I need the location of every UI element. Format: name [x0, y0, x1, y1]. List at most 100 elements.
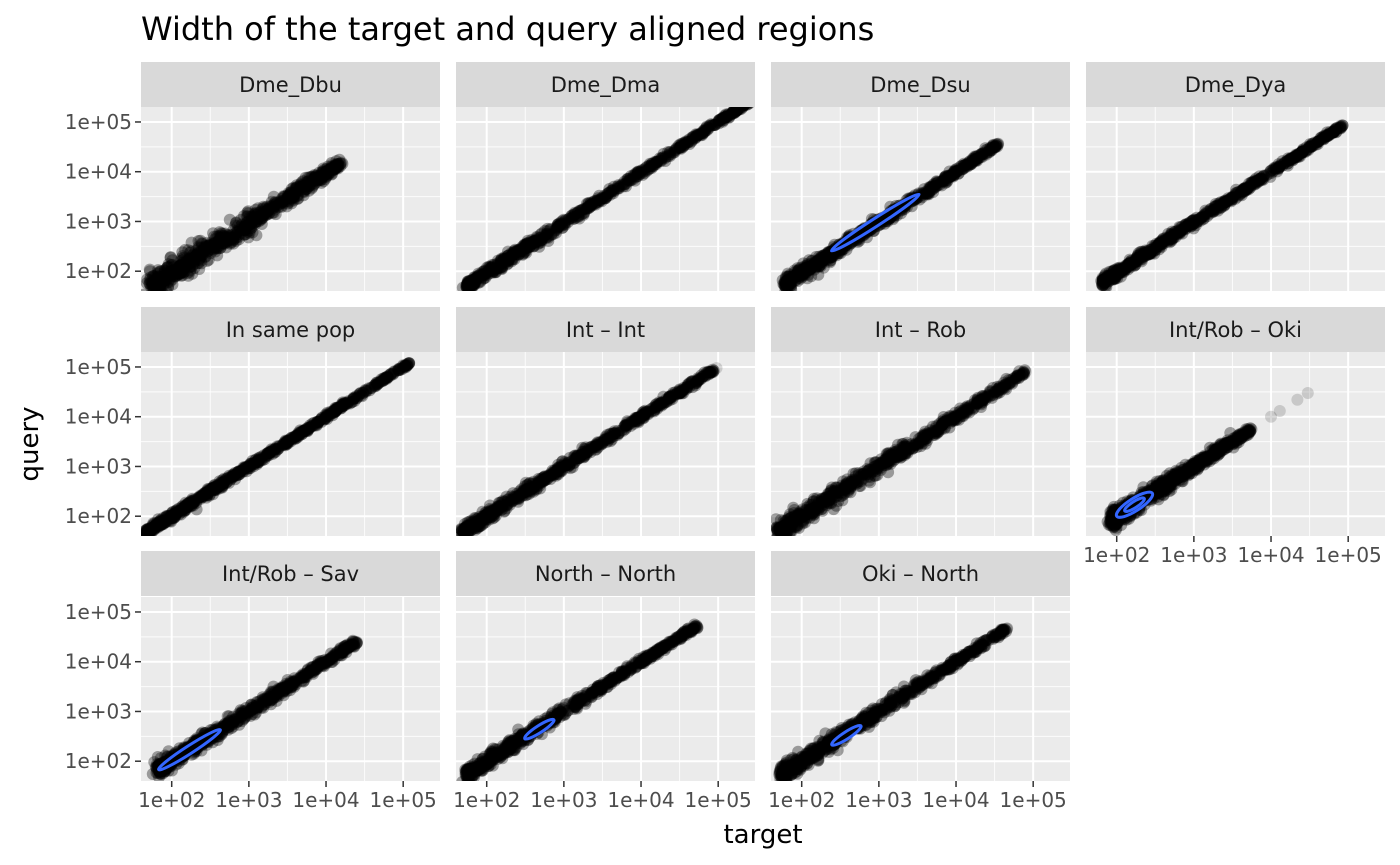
scatter-point — [685, 135, 698, 148]
scatter-point — [791, 269, 804, 282]
scatter-point — [924, 184, 937, 197]
scatter-point — [291, 189, 304, 202]
scatter-point — [1212, 199, 1225, 212]
scatter-point — [933, 423, 946, 436]
scatter-point — [795, 266, 808, 279]
scatter-point — [925, 181, 938, 193]
scatter-point — [465, 514, 478, 527]
scatter-point — [1120, 261, 1133, 274]
scatter-point — [1286, 153, 1299, 166]
scatter-point — [1243, 177, 1256, 190]
scatter-point — [315, 166, 328, 179]
scatter-point — [814, 500, 827, 513]
scatter-point — [519, 489, 532, 502]
scatter-point — [372, 376, 385, 389]
scatter-point — [475, 513, 488, 526]
scatter-point — [603, 186, 616, 199]
scatter-point — [833, 487, 846, 499]
scatter-point — [559, 218, 572, 231]
scatter-point — [989, 141, 1002, 153]
scatter-point — [479, 509, 492, 522]
scatter-point — [355, 389, 368, 402]
scatter-point — [201, 245, 214, 258]
scatter-point — [153, 519, 166, 532]
scatter-point — [145, 279, 158, 291]
scatter-point — [812, 501, 825, 514]
scatter-point — [845, 475, 858, 488]
scatter-point — [589, 443, 602, 456]
scatter-point — [462, 526, 475, 536]
scatter-point — [904, 442, 916, 455]
scatter-point — [868, 469, 881, 482]
scatter-point — [781, 270, 794, 283]
scatter-point — [182, 244, 195, 257]
scatter-point — [671, 387, 684, 400]
scatter-point — [1218, 196, 1231, 209]
scatter-point — [280, 200, 293, 213]
scatter-point — [193, 490, 206, 502]
scatter-point — [530, 482, 543, 495]
scatter-point — [638, 167, 651, 179]
scatter-point — [894, 449, 907, 462]
scatter-point — [206, 482, 219, 495]
scatter-point — [481, 261, 493, 274]
scatter-point — [224, 232, 237, 245]
scatter-point — [150, 521, 163, 534]
scatter-point — [814, 259, 827, 272]
scatter-point — [991, 380, 1004, 393]
scatter-point — [1150, 480, 1163, 493]
scatter-point — [403, 357, 415, 370]
scatter-point — [173, 508, 186, 521]
scatter-point — [331, 403, 343, 416]
scatter-point — [470, 272, 483, 284]
scatter-point — [246, 211, 259, 224]
scatter-point — [793, 509, 806, 522]
scatter-point — [511, 244, 524, 256]
scatter-point — [517, 485, 530, 498]
scatter-point — [538, 474, 551, 487]
scatter-point — [334, 157, 347, 170]
scatter-point — [223, 213, 236, 226]
scatter-point — [1150, 240, 1163, 253]
scatter-point — [808, 257, 820, 270]
scatter-point — [203, 238, 216, 251]
scatter-point — [777, 514, 790, 527]
scatter-point — [460, 521, 473, 534]
scatter-point — [803, 506, 816, 519]
scatter-point — [495, 261, 508, 274]
scatter-point — [294, 424, 307, 437]
scatter-point — [212, 230, 225, 243]
scatter-point — [1245, 179, 1258, 192]
scatter-point — [816, 254, 829, 267]
scatter-point — [529, 237, 541, 249]
scatter-point — [954, 402, 967, 415]
scatter-point — [581, 443, 594, 456]
scatter-point — [578, 449, 590, 462]
scatter-point — [154, 519, 167, 532]
scatter-point — [1249, 175, 1262, 188]
scatter-point — [1320, 128, 1333, 141]
scatter-point — [503, 252, 516, 265]
scatter-point — [188, 495, 201, 508]
scatter-point — [342, 396, 355, 409]
scatter-point — [1099, 275, 1112, 288]
scatter-point — [215, 229, 228, 242]
scatter-point — [297, 425, 310, 437]
scatter-point — [511, 244, 524, 257]
scatter-point — [486, 260, 499, 273]
scatter-point — [581, 446, 594, 458]
scatter-point — [783, 273, 796, 286]
scatter-point — [1151, 483, 1164, 496]
scatter-point — [188, 495, 201, 508]
scatter-point — [926, 183, 939, 196]
scatter-point — [174, 259, 187, 272]
scatter-point — [992, 384, 1005, 397]
scatter-point — [1296, 145, 1309, 158]
scatter-point — [849, 467, 862, 480]
scatter-point — [1171, 226, 1184, 239]
scatter-point — [151, 282, 164, 291]
scatter-point — [681, 381, 694, 393]
scatter-point — [458, 524, 471, 536]
scatter-point — [1182, 217, 1195, 230]
scatter-point — [187, 497, 200, 510]
